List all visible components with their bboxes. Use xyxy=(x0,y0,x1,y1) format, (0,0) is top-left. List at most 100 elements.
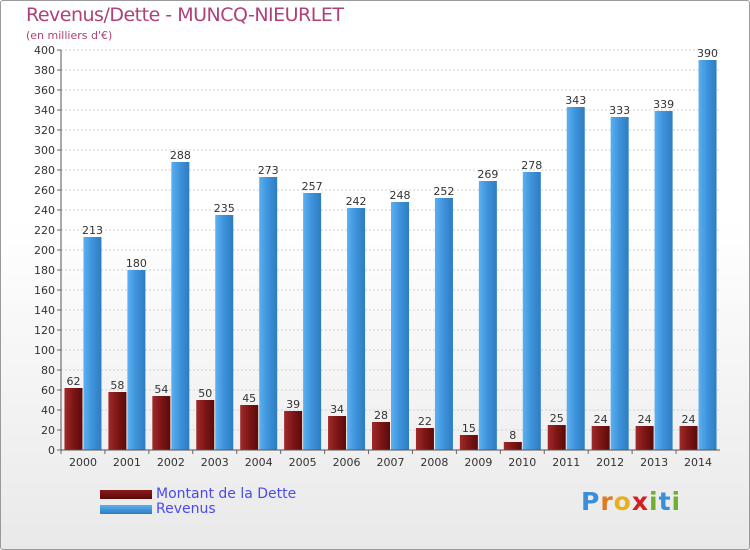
data-label-revenus: 180 xyxy=(126,257,147,270)
y-tick-label: 160 xyxy=(34,284,55,297)
bar-revenus xyxy=(303,193,322,450)
y-tick-label: 140 xyxy=(34,304,55,317)
x-tick-label: 2012 xyxy=(596,456,624,469)
bar-revenus xyxy=(171,162,190,450)
bar-revenus xyxy=(566,107,585,450)
bar-dette xyxy=(284,411,303,450)
bar-dette xyxy=(328,416,347,450)
logo-letter: i xyxy=(671,487,682,516)
data-label-revenus: 390 xyxy=(697,47,718,60)
bar-revenus xyxy=(654,111,673,450)
x-tick-label: 2011 xyxy=(552,456,580,469)
data-label-dette: 39 xyxy=(286,398,300,411)
data-label-revenus: 288 xyxy=(170,149,191,162)
y-tick-label: 280 xyxy=(34,164,55,177)
data-label-dette: 54 xyxy=(154,383,168,396)
y-tick-label: 80 xyxy=(41,364,55,377)
data-label-revenus: 273 xyxy=(258,164,279,177)
bar-revenus xyxy=(259,177,278,450)
data-label-revenus: 269 xyxy=(477,168,498,181)
logo-letter: i xyxy=(649,487,659,516)
y-tick-label: 200 xyxy=(34,244,55,257)
data-label-dette: 50 xyxy=(198,387,212,400)
logo-letter: x xyxy=(631,487,649,516)
y-tick-label: 0 xyxy=(48,444,55,457)
bar-dette xyxy=(372,422,390,450)
bar-dette xyxy=(108,392,127,450)
grid-lines xyxy=(61,49,720,451)
x-tick-label: 2009 xyxy=(464,456,492,469)
bar-dette xyxy=(152,396,171,450)
data-label-revenus: 213 xyxy=(82,224,103,237)
bar-dette xyxy=(591,426,610,450)
y-tick-label: 360 xyxy=(34,84,55,97)
x-tick-label: 2001 xyxy=(113,456,141,469)
x-tick-label: 2014 xyxy=(684,456,712,469)
data-label-revenus: 278 xyxy=(521,159,542,172)
y-tick-label: 100 xyxy=(34,344,55,357)
bar-revenus xyxy=(478,181,497,450)
bar-revenus xyxy=(83,237,102,450)
y-tick-label: 400 xyxy=(34,44,55,57)
data-label-revenus: 248 xyxy=(390,189,411,202)
data-label-revenus: 242 xyxy=(346,195,367,208)
data-label-dette: 8 xyxy=(509,429,516,442)
data-label-dette: 24 xyxy=(638,413,652,426)
y-tick-label: 220 xyxy=(34,224,55,237)
data-label-revenus: 339 xyxy=(653,98,674,111)
bars xyxy=(64,60,717,450)
data-label-dette: 62 xyxy=(66,375,80,388)
data-label-dette: 15 xyxy=(462,422,476,435)
proxiti-logo: Proxiti xyxy=(581,487,681,516)
x-tick-label: 2000 xyxy=(69,456,97,469)
logo-letter: r xyxy=(600,487,614,516)
x-tick-label: 2004 xyxy=(245,456,273,469)
data-label-dette: 24 xyxy=(594,413,608,426)
y-tick-label: 340 xyxy=(34,104,55,117)
bar-revenus xyxy=(610,117,629,450)
logo-letter: o xyxy=(613,487,632,516)
data-label-dette: 34 xyxy=(330,403,344,416)
bar-dette xyxy=(635,426,654,450)
data-label-revenus: 257 xyxy=(302,180,323,193)
legend-label-revenus: Revenus xyxy=(156,501,216,517)
bar-revenus xyxy=(347,208,366,450)
y-tick-label: 380 xyxy=(34,64,55,77)
bar-dette xyxy=(415,428,434,450)
legend-label-dette: Montant de la Dette xyxy=(156,486,297,502)
x-tick-label: 2008 xyxy=(420,456,448,469)
y-tick-label: 20 xyxy=(41,424,55,437)
data-label-revenus: 252 xyxy=(433,185,454,198)
data-label-dette: 22 xyxy=(418,415,432,428)
bar-dette xyxy=(503,442,522,450)
bar-revenus xyxy=(434,198,453,450)
bar-dette xyxy=(240,405,259,450)
bar-revenus xyxy=(522,172,541,450)
chart-subtitle: (en milliers d'€) xyxy=(26,29,113,42)
bar-dette xyxy=(679,426,698,450)
data-label-dette: 25 xyxy=(550,412,564,425)
x-tick-label: 2013 xyxy=(640,456,668,469)
data-label-dette: 45 xyxy=(242,392,256,405)
x-tick-label: 2002 xyxy=(157,456,185,469)
y-tick-label: 300 xyxy=(34,144,55,157)
y-tick-label: 180 xyxy=(34,264,55,277)
bar-revenus xyxy=(391,202,409,450)
x-tick-label: 2006 xyxy=(333,456,361,469)
y-axis-ticks: 0 20 40 60 80 100 120 140 160 180 200 220 240 260 280 3… xyxy=(34,44,61,457)
logo-letter: P xyxy=(581,487,601,516)
bar-dette xyxy=(459,435,478,450)
y-tick-label: 40 xyxy=(41,404,55,417)
chart-title: Revenus/Dette - MUNCQ-NIEURLET xyxy=(26,4,344,26)
y-tick-label: 240 xyxy=(34,204,55,217)
data-label-dette: 24 xyxy=(682,413,696,426)
data-label-dette: 28 xyxy=(374,409,388,422)
bar-dette xyxy=(547,425,566,450)
x-tick-label: 2003 xyxy=(201,456,229,469)
legend-swatch-dette xyxy=(100,490,152,499)
bar-revenus xyxy=(698,60,717,450)
y-tick-label: 60 xyxy=(41,384,55,397)
x-tick-label: 2007 xyxy=(377,456,405,469)
bar-dette xyxy=(196,400,215,450)
